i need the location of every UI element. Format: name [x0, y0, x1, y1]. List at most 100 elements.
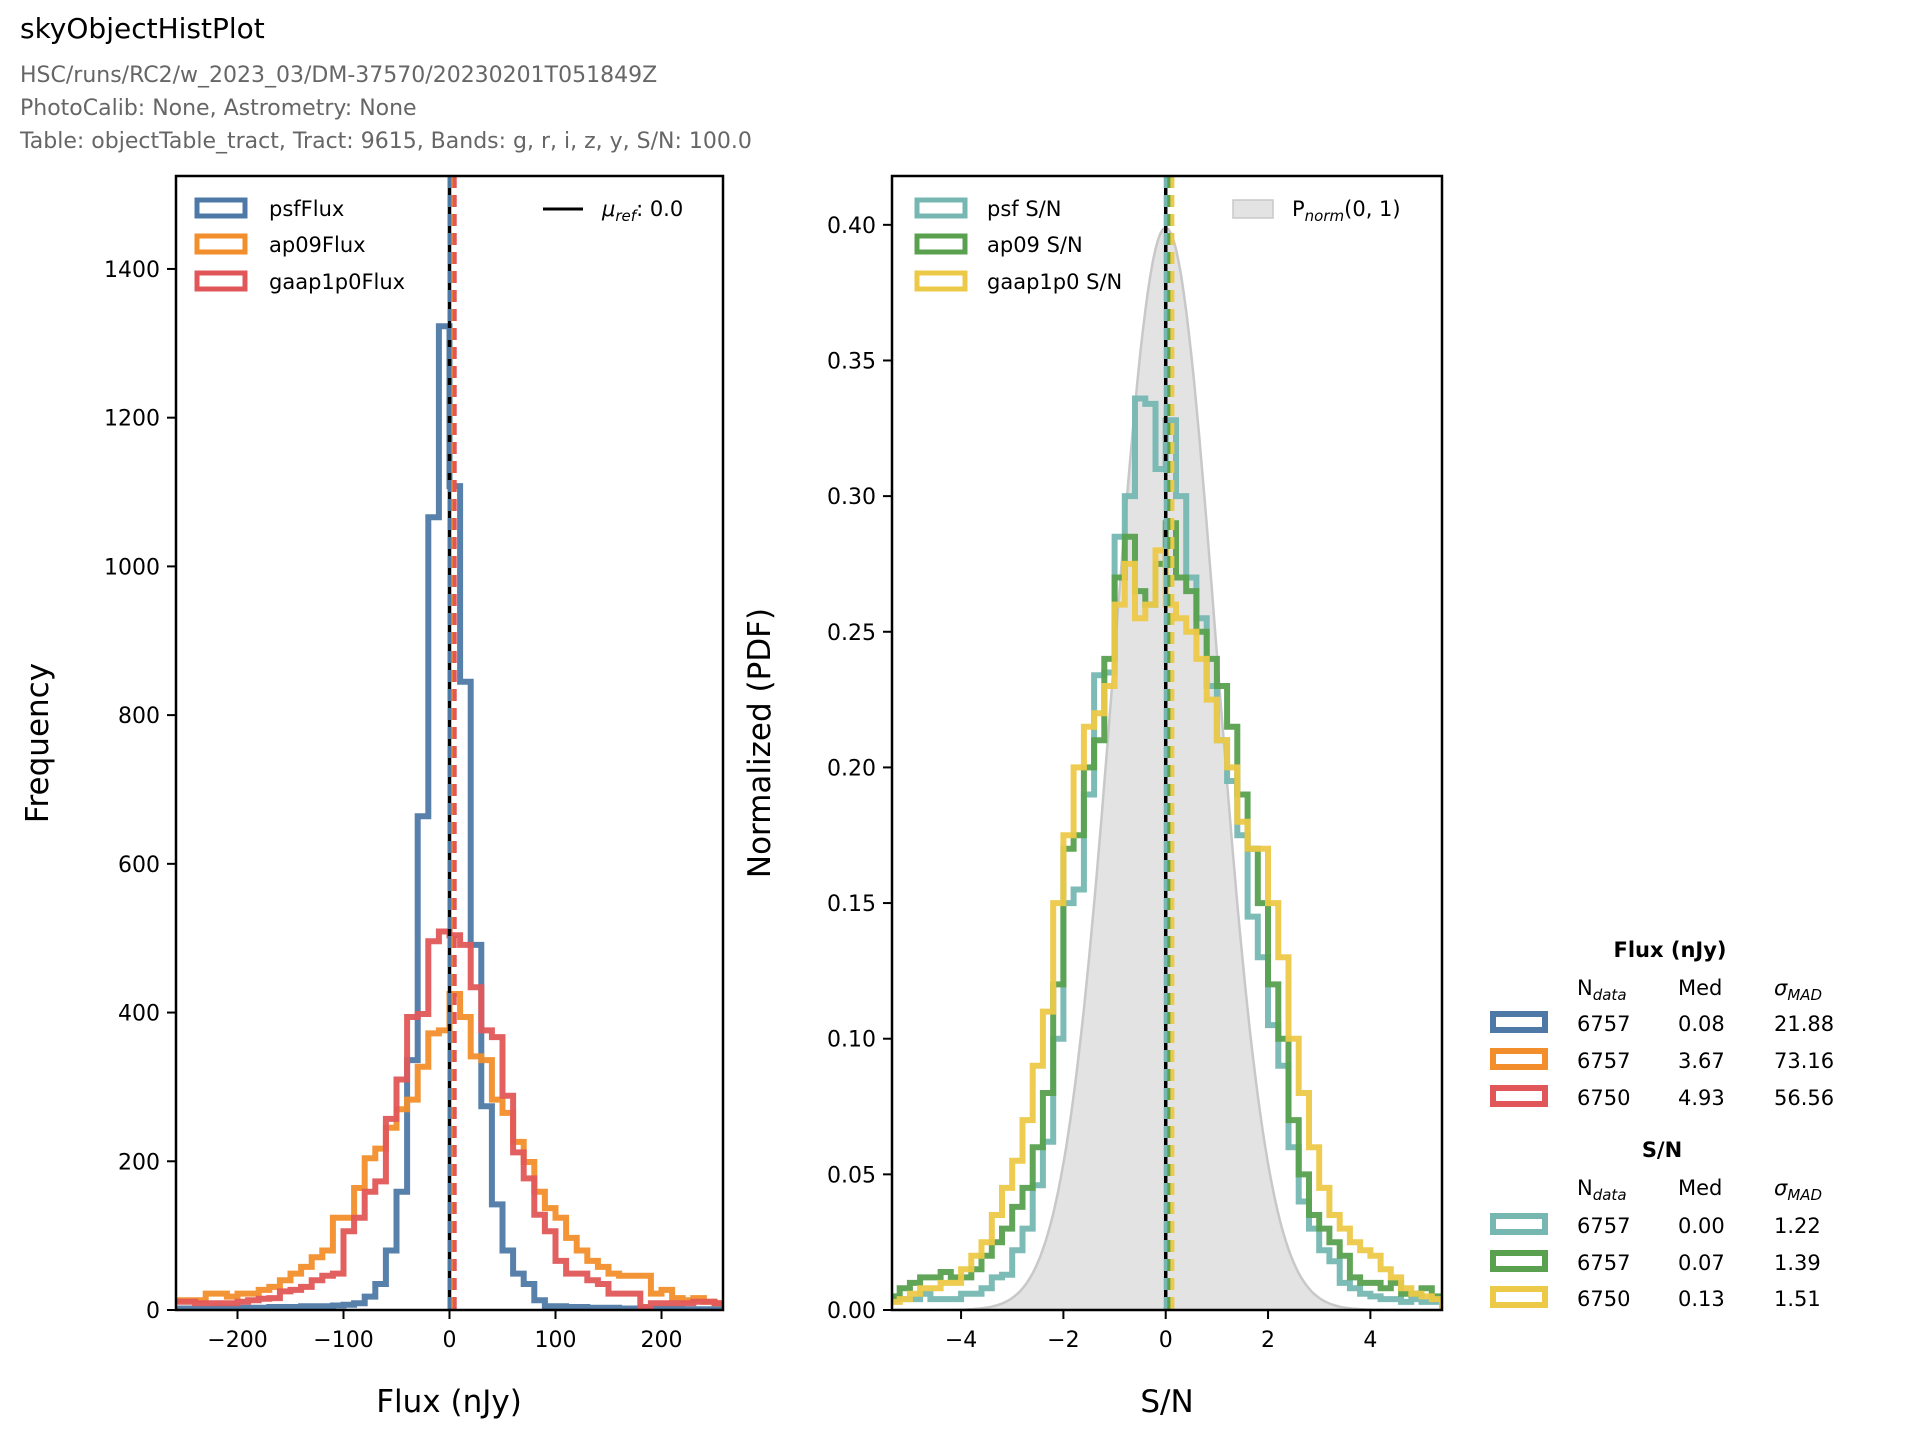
stats-header-n-sub: data: [1593, 1186, 1627, 1204]
stats-flux-row-med: 3.67: [1678, 1049, 1725, 1073]
stats-flux-title: Flux (nJy): [1614, 938, 1727, 962]
histogram-gaap1p0flux: [176, 928, 723, 1310]
figure-title: skyObjectHistPlot: [20, 12, 265, 45]
stats-sn-row-sigma: 1.51: [1774, 1287, 1821, 1311]
legend-label-psfflux: psfFlux: [269, 197, 344, 221]
stats-header-n: N: [1577, 1176, 1593, 1200]
stats-flux-row-swatch: [1490, 1085, 1548, 1107]
flux-legend: psfFlux ap09Flux gaap1p0Flux μref: 0.0: [194, 197, 683, 294]
y-tick-label: 1200: [104, 407, 160, 432]
x-tick-label: −200: [207, 1328, 267, 1353]
legend-swatch-ap09-sn: [914, 233, 968, 255]
stats-sn-row-med: 0.07: [1678, 1251, 1725, 1275]
subtitle-table: Table: objectTable_tract, Tract: 9615, B…: [19, 129, 752, 154]
stats-header-sigma-symbol: σ: [1774, 976, 1788, 1000]
stats-flux-row-n: 6757: [1577, 1049, 1630, 1073]
stats-sn-row-swatch: [1490, 1286, 1548, 1308]
stats-sn-row-n: 6757: [1577, 1214, 1630, 1238]
legend-swatch-psfflux: [194, 197, 248, 219]
stats-flux-row-med: 0.08: [1678, 1012, 1725, 1036]
legend-pnorm-label: Pnorm(0, 1): [1292, 197, 1401, 225]
stats-header-ndata: Ndata: [1577, 976, 1627, 1004]
stats-flux-row-sigma: 56.56: [1774, 1086, 1834, 1110]
y-tick-label: 200: [118, 1150, 160, 1175]
stats-flux-row-swatch: [1490, 1048, 1548, 1070]
stats-sn-row-swatch: [1490, 1213, 1548, 1235]
legend-ref-label: μref: 0.0: [601, 197, 683, 225]
subtitle-run: HSC/runs/RC2/w_2023_03/DM-37570/20230201…: [20, 63, 657, 88]
x-tick-label: −4: [945, 1328, 977, 1353]
stats-header-med: Med: [1678, 976, 1722, 1000]
sn-x-axis-label: S/N: [1140, 1384, 1193, 1420]
legend-swatch-gaap1p0flux: [194, 270, 248, 292]
plot-area: [176, 176, 723, 1310]
y-tick-label: 0.05: [827, 1163, 876, 1188]
stats-flux-row-sigma: 21.88: [1774, 1012, 1834, 1036]
stats-flux-row-swatch: [1490, 1011, 1548, 1033]
stats-header-ndata: Ndata: [1577, 1176, 1627, 1204]
x-tick-label: 200: [641, 1328, 683, 1353]
stats-sn-title: S/N: [1642, 1138, 1682, 1162]
y-tick-label: 400: [118, 1002, 160, 1027]
x-tick-label: 100: [535, 1328, 577, 1353]
legend-swatch-psf-sn: [914, 197, 968, 219]
subtitle-calib: PhotoCalib: None, Astrometry: None: [20, 96, 417, 121]
flux-y-axis-label: Frequency: [20, 663, 56, 823]
stats-flux-row-n: 6757: [1577, 1012, 1630, 1036]
sn-legend: psf S/N ap09 S/N gaap1p0 S/N Pnorm(0, 1): [914, 197, 1401, 294]
stats-sn-row-med: 0.13: [1678, 1287, 1725, 1311]
stats-header-sigma-sub: MAD: [1787, 1186, 1822, 1204]
y-tick-label: 0.10: [827, 1028, 876, 1053]
y-tick-label: 0.15: [827, 892, 876, 917]
stats-sn-row-n: 6750: [1577, 1287, 1630, 1311]
stats-sn-row-swatch: [1490, 1250, 1548, 1272]
sn-y-axis-label: Normalized (PDF): [742, 608, 778, 878]
stats-flux-row-sigma: 73.16: [1774, 1049, 1834, 1073]
stats-header-sigma: σMAD: [1774, 976, 1822, 1004]
y-tick-label: 0.20: [827, 756, 876, 781]
flux-x-axis-label: Flux (nJy): [376, 1384, 522, 1420]
stats-header-n-sub: data: [1593, 986, 1627, 1004]
histogram-ap09flux: [176, 991, 723, 1310]
y-tick-label: 0.25: [827, 621, 876, 646]
legend-label-gaap1p0flux: gaap1p0Flux: [269, 270, 405, 294]
flux-histogram-panel: −200 −100 0 100 200 0 200 400 600 800 1000 1200 1400: [104, 174, 725, 1353]
y-tick-label: 1000: [104, 555, 160, 580]
stats-sn-row-n: 6757: [1577, 1251, 1630, 1275]
y-tick-label: 0.35: [827, 349, 876, 374]
stats-header-sigma: σMAD: [1774, 1176, 1822, 1204]
stats-header-med: Med: [1678, 1176, 1722, 1200]
stats-header-n: N: [1577, 976, 1593, 1000]
x-tick-label: −2: [1047, 1328, 1079, 1353]
stats-sn-row-sigma: 1.39: [1774, 1251, 1821, 1275]
y-tick-label: 0.40: [827, 214, 876, 239]
legend-label-ap09-sn: ap09 S/N: [987, 233, 1083, 257]
stats-sn-row-sigma: 1.22: [1774, 1214, 1821, 1238]
legend-label-psf-sn: psf S/N: [987, 197, 1061, 221]
y-tick-label: 0.00: [827, 1299, 876, 1324]
y-tick-label: 800: [118, 704, 160, 729]
y-tick-label: 1400: [104, 258, 160, 283]
stats-sn-row-med: 0.00: [1678, 1214, 1725, 1238]
sn-histogram-panel: −4 −2 0 2 4 0.00 0.05 0.10 0.15 0.20 0.25 0.30 0.35 0…: [827, 174, 1444, 1353]
stats-flux-row-n: 6750: [1577, 1086, 1630, 1110]
y-tick-label: 0.30: [827, 485, 876, 510]
legend-swatch-pnorm: [1232, 199, 1274, 219]
histogram-psf-s-n: [892, 395, 1442, 1310]
y-tick-label: 600: [118, 853, 160, 878]
stats-header-sigma-symbol: σ: [1774, 1176, 1788, 1200]
x-tick-label: 2: [1261, 1328, 1275, 1353]
y-tick-label: 0: [146, 1299, 160, 1324]
axes-frame: [890, 174, 1444, 1312]
stats-header-sigma-sub: MAD: [1787, 986, 1822, 1004]
x-tick-label: 0: [1159, 1328, 1173, 1353]
legend-swatch-gaap1p0-sn: [914, 270, 968, 292]
x-tick-label: 0: [443, 1328, 457, 1353]
stats-flux-row-med: 4.93: [1678, 1086, 1725, 1110]
legend-label-ap09flux: ap09Flux: [269, 233, 366, 257]
legend-label-gaap1p0-sn: gaap1p0 S/N: [987, 270, 1122, 294]
x-tick-label: −100: [313, 1328, 373, 1353]
x-tick-label: 4: [1363, 1328, 1377, 1353]
